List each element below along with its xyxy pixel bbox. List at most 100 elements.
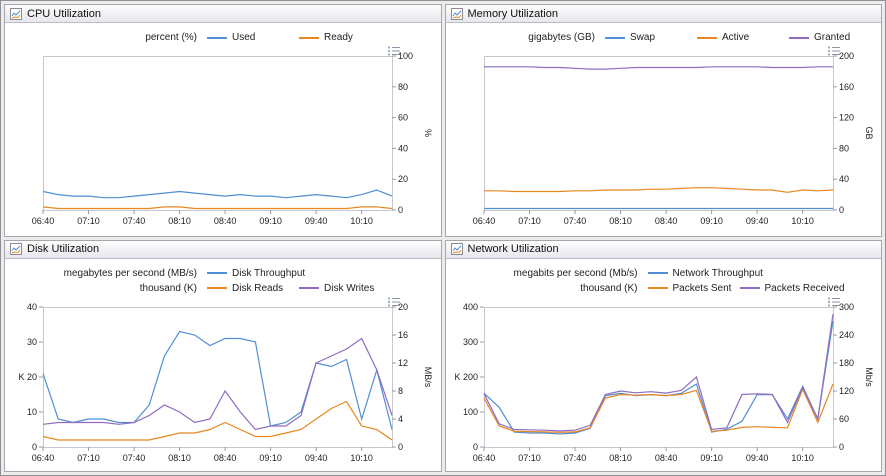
svg-text:09:40: 09:40 [305, 453, 328, 463]
panel-cpu-utilization: CPU Utilization percent (%) Used Ready 0 20… [4, 4, 442, 237]
svg-text:08:40: 08:40 [654, 453, 677, 463]
svg-text:8: 8 [398, 386, 403, 396]
line-chart-icon [10, 7, 22, 20]
chart-legend: percent (%) Used Ready [11, 30, 441, 45]
svg-text:0: 0 [839, 205, 844, 215]
legend-item-ready: Ready [299, 32, 385, 43]
svg-text:300: 300 [462, 337, 477, 347]
svg-text:300: 300 [839, 302, 854, 312]
panel-body-network: megabits per second (Mb/s) Network Throug… [446, 259, 882, 472]
svg-text:20: 20 [398, 302, 408, 312]
legend-item-label: Granted [814, 32, 851, 43]
svg-text:10:10: 10:10 [791, 453, 814, 463]
svg-text:10: 10 [27, 407, 37, 417]
panel-network-utilization: Network Utilization megabits per second … [444, 239, 882, 472]
legend-line-swatch [299, 287, 319, 289]
chart-legend: megabytes per second (MB/s) Disk Throughp… [11, 266, 441, 296]
legend-line-swatch [207, 287, 227, 289]
svg-text:08:40: 08:40 [214, 453, 237, 463]
svg-text:180: 180 [839, 358, 854, 368]
legend-item-disk-reads: Disk Reads [207, 283, 293, 294]
svg-text:07:10: 07:10 [518, 453, 541, 463]
svg-text:07:40: 07:40 [563, 216, 586, 226]
svg-text:60: 60 [398, 113, 408, 123]
svg-text:16: 16 [398, 330, 408, 340]
legend-row: thousand (K) Packets Sent Packets Received [452, 281, 882, 296]
svg-text:MB/s: MB/s [423, 366, 433, 387]
svg-text:09:10: 09:10 [259, 453, 282, 463]
panel-header-memory[interactable]: Memory Utilization [445, 5, 881, 23]
legend-unit-label: percent (%) [145, 32, 197, 43]
legend-row: thousand (K) Disk Reads Disk Writes [11, 281, 441, 296]
svg-text:07:40: 07:40 [123, 216, 146, 226]
svg-text:06:40: 06:40 [32, 453, 55, 463]
legend-line-swatch [299, 36, 319, 39]
panel-title: Network Utilization [467, 243, 559, 255]
panel-disk-utilization: Disk Utilization megabytes per second (M… [4, 239, 442, 472]
svg-text:09:40: 09:40 [745, 216, 768, 226]
chart-options-icon[interactable] [387, 296, 401, 308]
svg-text:4: 4 [398, 414, 403, 424]
svg-text:10:10: 10:10 [350, 216, 373, 226]
svg-text:K 20: K 20 [18, 372, 37, 382]
disk-utilization-chart: 0 4 8 12 16 20 MB/s 0 10 K 20 30 40 06:40 07:10 07:40 0… [18, 302, 433, 463]
line-chart-icon [450, 7, 463, 20]
legend-item-packets-received: Packets Received [739, 282, 845, 294]
panel-title: Disk Utilization [27, 243, 100, 255]
legend-row: percent (%) Used Ready [11, 30, 441, 45]
line-chart-icon [10, 243, 22, 255]
legend-line-swatch [697, 36, 717, 39]
svg-text:60: 60 [839, 414, 849, 424]
legend-item-label: Packets Received [764, 282, 845, 294]
legend-line-swatch [647, 287, 668, 289]
svg-text:20: 20 [398, 174, 408, 184]
svg-text:09:10: 09:10 [700, 453, 723, 463]
svg-text:80: 80 [839, 143, 849, 153]
svg-text:07:40: 07:40 [123, 453, 146, 463]
svg-text:08:10: 08:10 [609, 216, 632, 226]
svg-text:40: 40 [839, 174, 849, 184]
svg-text:10:10: 10:10 [791, 216, 814, 226]
legend-item-label: Ready [324, 32, 353, 43]
legend-unit-label: megabits per second (Mb/s) [513, 267, 638, 279]
legend-line-swatch [207, 272, 227, 274]
chart-options-icon[interactable] [827, 296, 841, 308]
chart-area: 0 20 40 60 80 100% 06:40 07:10 07:40 08:10 08:40 09… [5, 45, 441, 232]
chart-legend: megabits per second (Mb/s) Network Throug… [452, 266, 882, 296]
svg-text:12: 12 [398, 358, 408, 368]
panel-header-network[interactable]: Network Utilization [445, 240, 881, 259]
svg-text:08:10: 08:10 [168, 216, 191, 226]
chart-legend: gigabytes (GB) Swap Active Granted [452, 30, 882, 45]
svg-text:06:40: 06:40 [472, 453, 495, 463]
chart-options-icon[interactable] [827, 45, 841, 57]
panel-body-memory: gigabytes (GB) Swap Active Granted 0 40 80 120… [446, 23, 882, 236]
svg-text:%: % [423, 129, 433, 137]
legend-item-active: Active [697, 32, 783, 43]
svg-text:07:10: 07:10 [518, 216, 541, 226]
legend-item-label: Disk Writes [324, 282, 375, 294]
legend-item-granted: Granted [789, 32, 875, 43]
svg-text:40: 40 [27, 302, 37, 312]
legend-row: gigabytes (GB) Swap Active Granted [452, 30, 882, 45]
svg-text:100: 100 [398, 51, 413, 61]
svg-text:GB: GB [864, 126, 874, 139]
chart-options-icon[interactable] [387, 45, 401, 57]
legend-line-swatch [789, 36, 809, 39]
chart-area: 0 4 8 12 16 20 MB/s 0 10 K 20 30 40 06:40 07:10 07:40 0… [5, 296, 441, 469]
panel-header-cpu[interactable]: CPU Utilization [5, 5, 441, 23]
svg-text:0: 0 [398, 205, 403, 215]
svg-text:08:40: 08:40 [654, 216, 677, 226]
legend-item-used: Used [207, 32, 293, 43]
svg-text:06:40: 06:40 [472, 216, 495, 226]
svg-text:80: 80 [398, 82, 408, 92]
svg-text:K 200: K 200 [454, 372, 478, 382]
svg-text:120: 120 [839, 386, 854, 396]
network-utilization-chart: 0 60 120 180 240 300 Mb/s 0 100 K 200 300 400 06:40 0… [454, 302, 874, 463]
legend-item-swap: Swap [605, 32, 691, 43]
svg-text:07:10: 07:10 [77, 453, 100, 463]
legend-item-label: Used [232, 32, 256, 43]
panel-header-disk[interactable]: Disk Utilization [5, 240, 441, 259]
legend-item-label: Active [722, 32, 750, 43]
legend-item-packets-sent: Packets Sent [647, 283, 734, 294]
